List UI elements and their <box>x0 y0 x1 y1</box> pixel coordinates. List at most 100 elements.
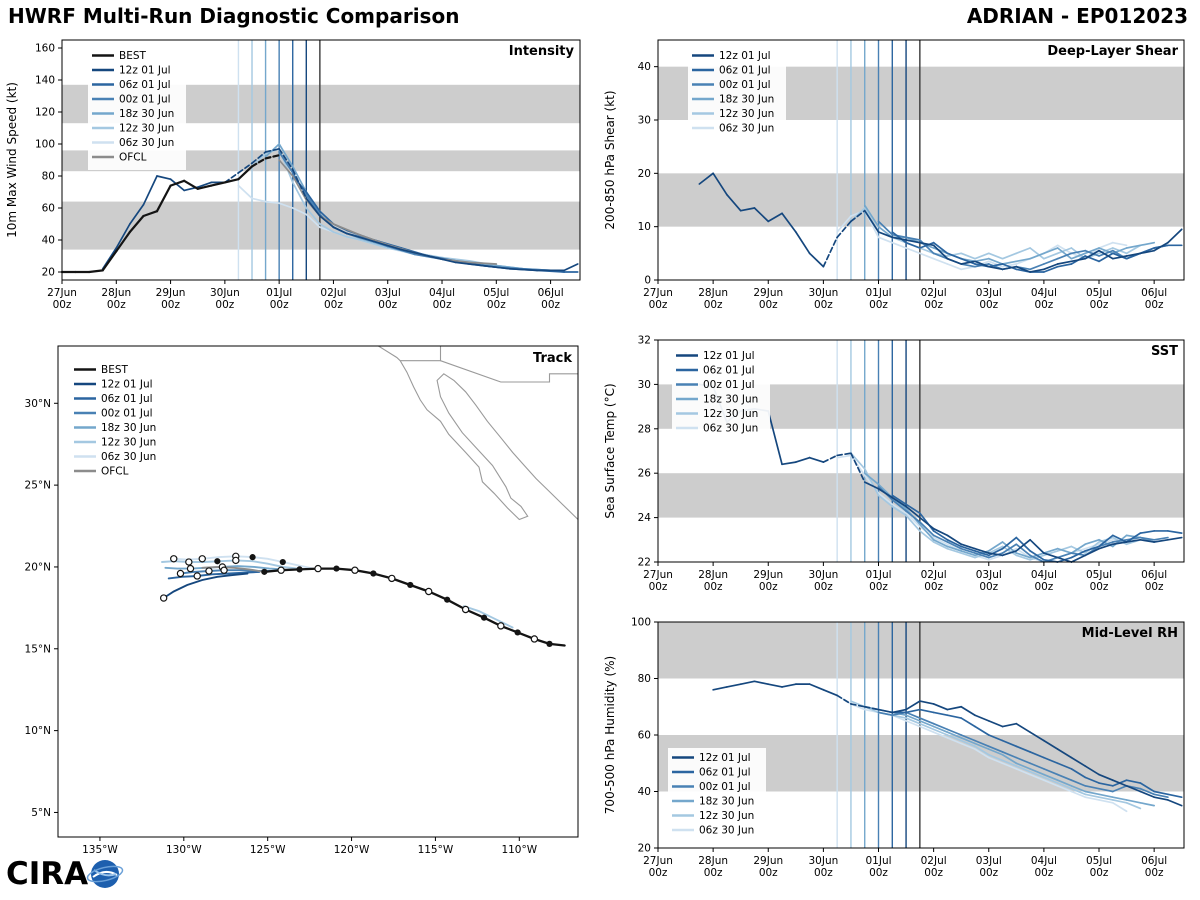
position-marker-open <box>176 569 185 578</box>
x-tick-day: 04Jul <box>1031 569 1057 581</box>
plot-frame <box>57 345 579 838</box>
shear-panel-title: Deep-Layer Shear <box>1047 44 1178 59</box>
y-tick-label: 24 <box>638 512 652 524</box>
category-band <box>658 473 1184 518</box>
lon-tick-label: 110°W <box>501 844 537 856</box>
track-ofcl <box>201 565 266 573</box>
x-tick-day: 29Jun <box>753 855 783 867</box>
y-tick-label: 40 <box>42 235 55 247</box>
track-panel-title: Track <box>533 351 572 366</box>
rh-chart: 2040608010027Jun00z28Jun00z29Jun00z30Jun… <box>603 617 1185 879</box>
legend-label: 12z 30 Jun <box>719 108 774 120</box>
y-tick-label: 160 <box>35 43 55 55</box>
position-marker-open <box>186 564 195 573</box>
track-map: 5°N 10°N 15°N 20°N 25°N 30°N 135°W 130°W 125°W 12… <box>25 345 579 856</box>
y-tick-label: 80 <box>638 673 651 685</box>
rh-ylabel: 700-500 hPa Humidity (%) <box>603 656 617 814</box>
track-06z-30-jun <box>172 555 314 570</box>
x-tick-day: 03Jul <box>976 287 1002 299</box>
sst-plot <box>658 340 1184 563</box>
x-tick-hour: 00z <box>814 581 833 593</box>
y-tick-label: 80 <box>42 171 55 183</box>
series-12z-30-jun <box>251 147 538 272</box>
x-tick-hour: 00z <box>541 299 560 311</box>
x-tick-hour: 00z <box>433 299 452 311</box>
y-tick-label: 0 <box>644 275 651 287</box>
legend-label: 06z 30 Jun <box>119 137 174 149</box>
x-tick-day: 06Jul <box>1141 855 1167 867</box>
category-band <box>62 150 580 172</box>
position-marker-filled <box>296 566 303 573</box>
position-marker-open <box>170 555 178 563</box>
storm-title: ADRIAN - EP012023 <box>966 4 1188 28</box>
legend-label: 06z 30 Jun <box>703 423 758 435</box>
x-tick-hour: 00z <box>215 299 234 311</box>
position-marker-filled <box>261 568 268 575</box>
x-tick-day: 06Jul <box>1141 287 1167 299</box>
x-tick-day: 01Jul <box>865 569 891 581</box>
x-tick-day: 29Jun <box>156 287 186 299</box>
legend-label: 12z 01 Jul <box>719 50 771 62</box>
y-tick-label: 100 <box>631 617 651 629</box>
series-12z-01-jul <box>698 172 1183 273</box>
legend-label: 12z 01 Jul <box>101 379 153 391</box>
shear-chart: 01020304027Jun00z28Jun00z29Jun00z30Jun00… <box>603 39 1185 311</box>
series-12z-01-jul <box>101 147 579 272</box>
position-marker-open <box>314 564 322 573</box>
y-tick-label: 20 <box>638 843 651 855</box>
shear-ylabel: 200-850 hPa Shear (kt) <box>603 90 617 229</box>
x-tick-hour: 00z <box>1034 867 1053 879</box>
x-tick-day: 29Jun <box>753 287 783 299</box>
legend-label: 18z 30 Jun <box>101 422 156 434</box>
x-tick-day: 04Jul <box>429 287 455 299</box>
position-marker-filled <box>546 640 553 647</box>
x-tick-hour: 00z <box>979 299 998 311</box>
position-marker-open <box>425 587 433 596</box>
legend-label: 12z 01 Jul <box>699 752 751 764</box>
x-tick-day: 27Jun <box>643 287 673 299</box>
x-tick-hour: 00z <box>924 867 943 879</box>
series-12z-01-jul <box>712 680 1183 807</box>
legend-label: 06z 01 Jul <box>101 393 153 405</box>
x-tick-day: 06Jul <box>538 287 564 299</box>
legend: 12z 01 Jul 06z 01 Jul 00z 01 Jul 18z 30 Jun… <box>668 748 766 843</box>
lat-tick-label: 15°N <box>25 643 51 655</box>
track-plot <box>159 345 579 647</box>
lat-tick-label: 30°N <box>25 398 51 410</box>
legend-label: 12z 30 Jun <box>703 408 758 420</box>
sst-panel-title: SST <box>1151 344 1178 359</box>
position-marker-open <box>185 558 193 566</box>
y-tick-label: 10 <box>638 221 651 233</box>
x-tick-hour: 00z <box>924 299 943 311</box>
coastline <box>400 346 442 362</box>
x-tick-day: 02Jul <box>921 855 947 867</box>
position-marker-open <box>159 594 168 602</box>
x-tick-day: 30Jun <box>808 855 838 867</box>
cira-globe-icon <box>86 860 124 888</box>
legend: BEST 12z 01 Jul 06z 01 Jul 00z 01 Jul 18z 30… <box>88 46 186 170</box>
position-marker-filled <box>480 614 488 621</box>
x-tick-hour: 00z <box>869 299 888 311</box>
legend-label: 00z 01 Jul <box>119 94 171 106</box>
legend-label: 18z 30 Jun <box>719 94 774 106</box>
position-marker-open <box>461 605 470 614</box>
y-tick-label: 140 <box>35 75 55 87</box>
position-marker-open <box>198 555 206 563</box>
legend-label: 12z 01 Jul <box>119 65 171 77</box>
x-tick-day: 05Jul <box>1086 855 1112 867</box>
legend-label: 06z 30 Jun <box>699 825 754 837</box>
x-tick-hour: 00z <box>869 867 888 879</box>
series-18z-30-jun <box>863 472 1155 559</box>
position-marker-open <box>193 572 201 580</box>
x-tick-day: 01Jul <box>266 287 292 299</box>
cira-logo-graphic: CIRA <box>6 856 124 892</box>
x-tick-day: 02Jul <box>921 287 947 299</box>
x-tick-day: 04Jul <box>1031 287 1057 299</box>
series-best <box>60 154 281 274</box>
lon-tick-label: 115°W <box>418 844 454 856</box>
legend: 12z 01 Jul 06z 01 Jul 00z 01 Jul 18z 30 Jun… <box>688 46 786 141</box>
x-tick-hour: 00z <box>649 581 668 593</box>
legend-label: 00z 01 Jul <box>703 379 755 391</box>
legend-label: 06z 01 Jul <box>719 65 771 77</box>
legend-label: 18z 30 Jun <box>699 796 754 808</box>
